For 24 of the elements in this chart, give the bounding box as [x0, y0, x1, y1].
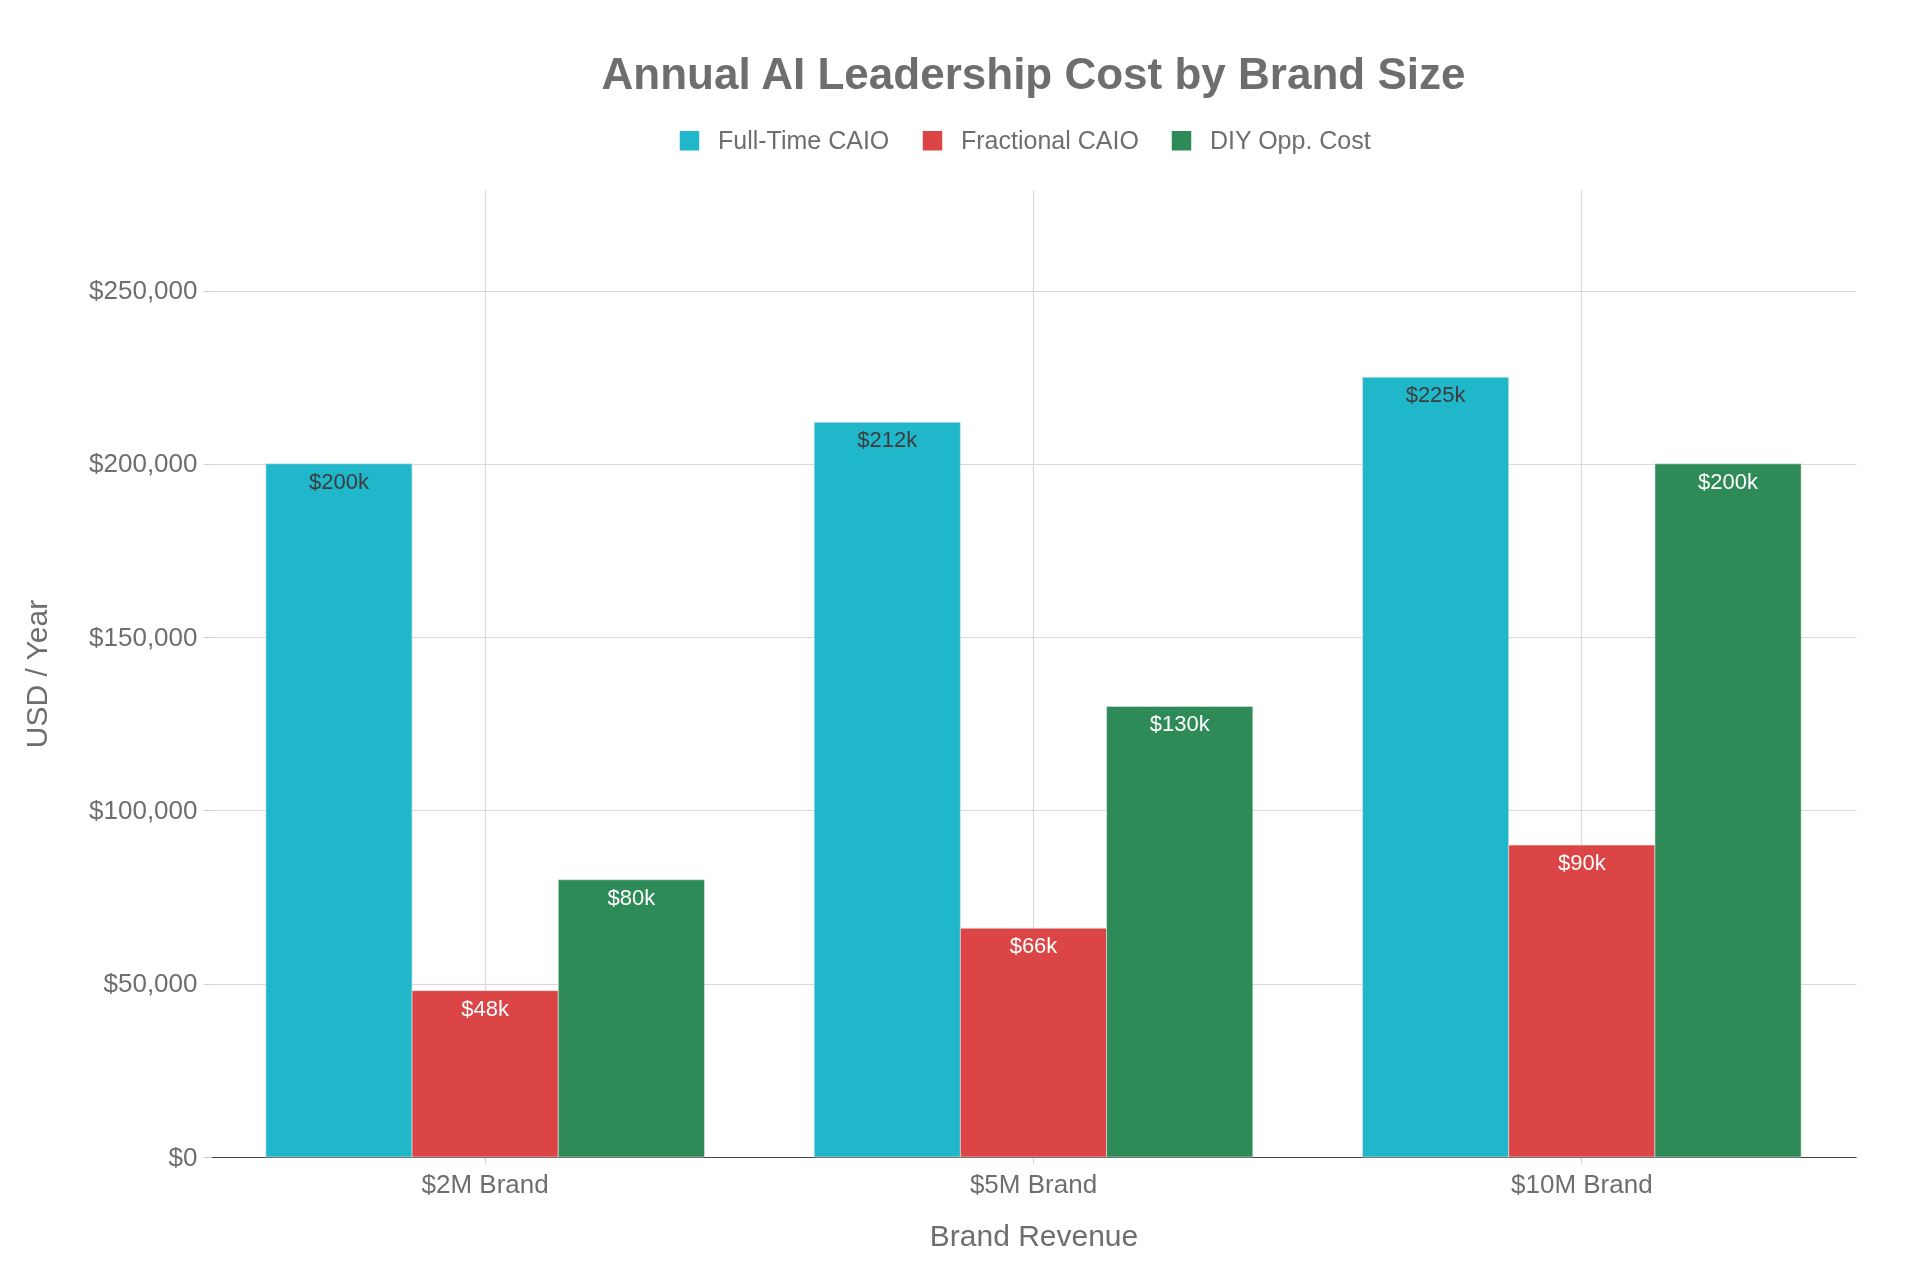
legend-label: Fractional CAIO: [961, 125, 1139, 154]
data-label: $48k: [461, 995, 511, 1021]
y-tick-label: $100,000: [89, 794, 198, 825]
legend-label: DIY Opp. Cost: [1210, 125, 1371, 154]
y-tick-label: $0: [168, 1141, 198, 1172]
y-tick-label: $150,000: [89, 621, 198, 652]
chart-title: Annual AI Leadership Cost by Brand Size: [601, 49, 1466, 98]
data-label: $212k: [857, 427, 919, 453]
y-tick-label: $50,000: [103, 968, 198, 999]
data-label: $130k: [1149, 711, 1211, 737]
data-label: $66k: [1009, 933, 1059, 959]
x-tick-label: $10M Brand: [1511, 1168, 1653, 1199]
data-label: $200k: [1698, 468, 1760, 494]
data-label: $90k: [1557, 850, 1607, 876]
legend-label: Full-Time CAIO: [718, 125, 890, 154]
data-label: $80k: [607, 884, 657, 910]
y-tick-label: $200,000: [89, 448, 198, 479]
x-axis-title: Brand Revenue: [929, 1218, 1139, 1252]
y-axis-title: USD / Year: [20, 599, 54, 749]
data-label: $225k: [1405, 382, 1467, 408]
x-tick-label: $5M Brand: [969, 1168, 1098, 1199]
y-tick-label: $250,000: [89, 275, 198, 306]
x-tick-label: $2M Brand: [421, 1168, 549, 1199]
data-label: $200k: [308, 468, 370, 494]
